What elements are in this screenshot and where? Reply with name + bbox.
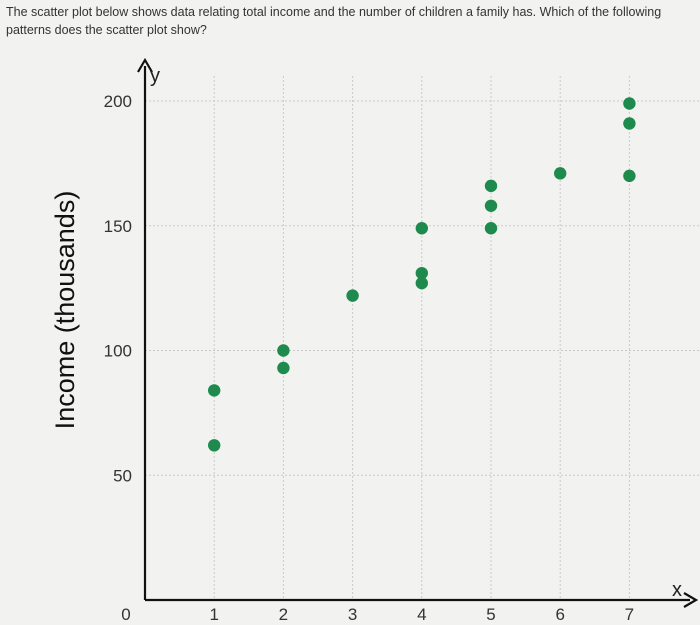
y-tick-label-200: 200 [104, 92, 132, 111]
data-point [277, 344, 290, 357]
x-tick-label-6: 6 [555, 605, 564, 624]
x-tick-labels: 1 2 3 4 5 6 7 [209, 605, 634, 624]
data-point [415, 222, 428, 235]
data-points [208, 97, 636, 452]
data-point [623, 117, 636, 130]
y-axis-arrowhead [137, 57, 153, 73]
data-point [415, 266, 428, 280]
x-tick-label-3: 3 [348, 605, 357, 624]
data-point [623, 169, 636, 183]
x-tick-label-5: 5 [486, 605, 495, 624]
y-tick-labels: 50 100 150 200 [104, 92, 132, 485]
y-axis-label: Income (thousands) [50, 191, 80, 430]
data-point [484, 179, 498, 193]
data-point [484, 199, 498, 212]
grid-lines [145, 76, 700, 600]
data-point [415, 276, 428, 290]
x-tick-label-1: 1 [209, 605, 218, 624]
y-tick-label-100: 100 [104, 342, 132, 361]
x-tick-label-4: 4 [417, 605, 426, 624]
x-axis-arrowhead [683, 592, 699, 608]
data-point [623, 97, 636, 110]
data-point [208, 439, 221, 452]
data-point [346, 289, 359, 302]
data-point [554, 167, 567, 180]
origin-label: 0 [121, 605, 130, 624]
data-point [208, 384, 221, 397]
x-tick-label-7: 7 [625, 605, 634, 624]
axes [137, 57, 699, 608]
question-text: The scatter plot below shows data relati… [6, 5, 662, 37]
data-point [484, 222, 498, 235]
x-tick-label-2: 2 [279, 605, 288, 624]
data-point [277, 361, 290, 375]
y-tick-label-50: 50 [113, 466, 132, 485]
y-tick-label-150: 150 [104, 217, 132, 236]
x-axis-letter: x [672, 579, 682, 601]
y-axis-letter: y [150, 65, 160, 87]
